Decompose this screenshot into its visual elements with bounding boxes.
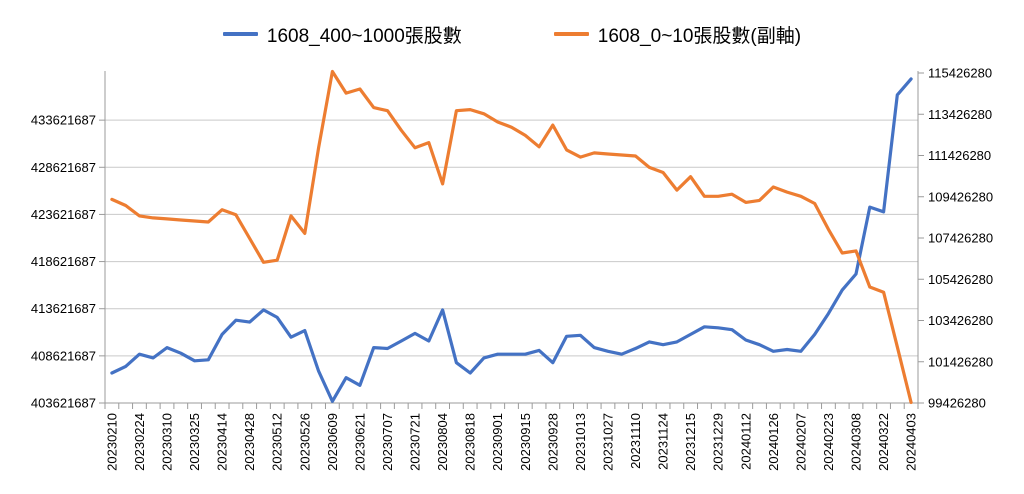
y-axis-label-right: 101426280 bbox=[928, 354, 993, 369]
x-axis-label: 20231013 bbox=[573, 413, 588, 471]
y-axis-label-right: 109426280 bbox=[928, 189, 993, 204]
legend-label-left-series: 1608_400~1000張股數 bbox=[266, 25, 462, 47]
y-axis-label-left: 418621687 bbox=[31, 254, 96, 269]
y-axis-label-left: 433621687 bbox=[31, 113, 96, 128]
x-axis-label: 20230210 bbox=[104, 413, 119, 471]
x-axis-label: 20230928 bbox=[545, 413, 560, 471]
x-axis-label: 20230621 bbox=[352, 413, 367, 471]
legend-label-right-series: 1608_0~10張股數(副軸) bbox=[597, 25, 802, 47]
x-axis-label: 20231229 bbox=[711, 413, 726, 471]
x-axis-label: 20230721 bbox=[408, 413, 423, 471]
y-axis-label-right: 115426280 bbox=[928, 66, 992, 81]
legend-item-right-series[interactable]: 1608_0~10張股數(副軸) bbox=[553, 21, 802, 48]
y-axis-label-right: 99426280 bbox=[928, 396, 986, 411]
x-axis-label: 20230224 bbox=[132, 413, 147, 471]
x-axis-label: 20240207 bbox=[793, 413, 808, 471]
chart-legend: 1608_400~1000張股數 1608_0~10張股數(副軸) bbox=[0, 20, 1024, 48]
y-axis-label-left: 413621687 bbox=[31, 301, 96, 316]
x-axis-label: 20231124 bbox=[656, 413, 671, 470]
x-axis-label: 20230818 bbox=[463, 413, 478, 471]
x-axis-label: 20240308 bbox=[848, 413, 863, 471]
x-axis-label: 20230310 bbox=[160, 413, 175, 471]
y-axis-label-left: 428621687 bbox=[31, 160, 96, 175]
x-axis-label: 20230428 bbox=[242, 413, 257, 471]
x-axis-label: 20240126 bbox=[766, 413, 781, 471]
y-axis-label-right: 103426280 bbox=[928, 313, 993, 328]
x-axis-label: 20231027 bbox=[600, 413, 615, 471]
x-axis-label: 20230707 bbox=[380, 413, 395, 471]
x-axis-label: 20230325 bbox=[187, 413, 202, 471]
x-axis-label: 20230609 bbox=[325, 413, 340, 471]
series-line-secondary bbox=[110, 69, 913, 405]
x-axis-label: 20231110 bbox=[628, 413, 643, 469]
series-line-primary bbox=[110, 77, 913, 403]
y-axis-label-left: 408621687 bbox=[31, 348, 96, 363]
legend-item-left-series[interactable]: 1608_400~1000張股數 bbox=[222, 21, 462, 48]
x-axis-label: 20230526 bbox=[297, 413, 312, 471]
y-axis-label-right: 113426280 bbox=[928, 107, 992, 122]
x-axis-label: 20240403 bbox=[904, 413, 919, 471]
x-axis-label: 20240112 bbox=[738, 413, 753, 470]
x-axis-label: 20240322 bbox=[876, 413, 891, 471]
x-axis-label: 20230901 bbox=[490, 413, 505, 471]
y-axis-label-left: 423621687 bbox=[31, 207, 96, 222]
x-axis-label: 20231215 bbox=[683, 413, 698, 471]
x-axis-label: 20240223 bbox=[821, 413, 836, 471]
y-axis-label-left: 403621687 bbox=[31, 396, 96, 411]
x-axis-label: 20230414 bbox=[215, 413, 230, 471]
legend-line-swatch-orange bbox=[553, 32, 589, 36]
x-axis-label: 20230804 bbox=[435, 413, 450, 471]
y-axis-label-right: 111426280 bbox=[928, 148, 991, 163]
y-axis-label-right: 105426280 bbox=[928, 272, 993, 287]
x-axis-label: 20230512 bbox=[270, 413, 285, 471]
legend-line-swatch-blue bbox=[222, 32, 258, 36]
x-axis-label: 20230915 bbox=[518, 413, 533, 471]
y-axis-label-right: 107426280 bbox=[928, 231, 993, 246]
